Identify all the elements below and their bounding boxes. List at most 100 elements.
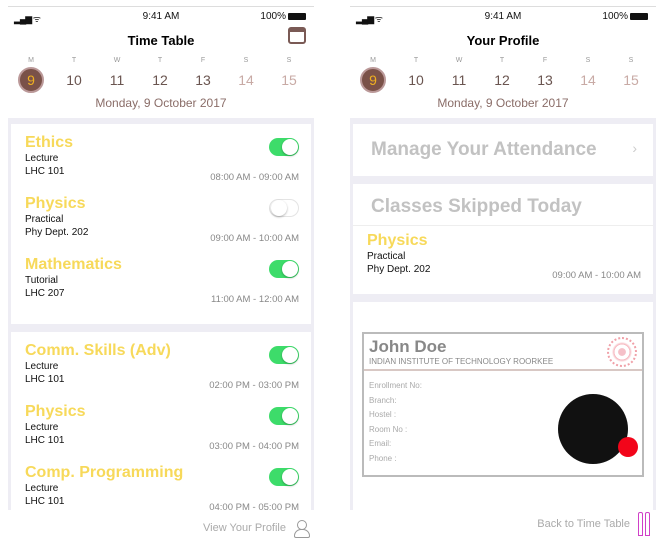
status-bar: ▂▄▆ ᯤ 9:41 AM 100%	[350, 11, 656, 25]
class-item: Mathematics Tutorial LHC 207 11:00 AM - …	[25, 256, 299, 314]
chevron-right-icon: ›	[632, 140, 637, 156]
id-card-container: John Doe INDIAN INSTITUTE OF TECHNOLOGY …	[353, 302, 653, 512]
weekday-letter: T	[413, 57, 419, 64]
week-strip: M 9 T 10 W 11 T 12 F 13 S 14 S 15	[8, 57, 314, 97]
id-field-label: Hostel :	[369, 410, 397, 420]
class-time: 04:00 PM - 05:00 PM	[209, 502, 299, 513]
battery: 100%	[260, 11, 306, 22]
battery-icon	[630, 12, 648, 20]
status-dot-icon	[618, 437, 638, 457]
weekday-letter: F	[542, 57, 548, 64]
day-11[interactable]: W 11	[444, 57, 474, 93]
day-number: 12	[152, 72, 168, 88]
attendance-toggle[interactable]	[269, 346, 299, 364]
user-icon	[294, 520, 310, 538]
weekday-letter: F	[200, 57, 206, 64]
battery-text: 100%	[260, 11, 286, 22]
day-10[interactable]: T 10	[401, 57, 431, 93]
day-number: 12	[494, 72, 510, 88]
pencils-icon	[638, 512, 650, 536]
class-time: 11:00 AM - 12:00 AM	[210, 294, 299, 305]
profile-photo[interactable]	[558, 394, 628, 464]
class-room: Phy Dept. 202	[367, 264, 431, 275]
class-time: 09:00 AM - 10:00 AM	[210, 233, 299, 244]
class-time: 03:00 PM - 04:00 PM	[209, 441, 299, 452]
institute-name: INDIAN INSTITUTE OF TECHNOLOGY ROORKEE	[369, 357, 554, 366]
status-bar: ▂▄▆ ᯤ 9:41 AM 100%	[8, 11, 314, 25]
day-number: 15	[281, 72, 297, 88]
class-room: Phy Dept. 202	[25, 227, 89, 238]
weekday-letter: T	[499, 57, 505, 64]
manage-attendance-label: Manage Your Attendance	[371, 139, 597, 160]
battery-icon	[288, 12, 306, 20]
view-profile-button[interactable]: View Your Profile	[203, 520, 310, 538]
profile-screen: ▂▄▆ ᯤ 9:41 AM 100% Your Profile M 9 T 10 W 11…	[350, 6, 656, 546]
class-item: Comm. Skills (Adv) Lecture LHC 101 02:00…	[25, 342, 299, 400]
day-13[interactable]: F 13	[530, 57, 560, 93]
attendance-toggle[interactable]	[269, 407, 299, 425]
weekday-letter: T	[71, 57, 77, 64]
status-time: 9:41 AM	[142, 11, 180, 22]
day-15[interactable]: S 15	[616, 57, 646, 93]
calendar-icon[interactable]	[288, 27, 306, 44]
institute-seal-logo	[607, 337, 637, 367]
weekday-letter: S	[243, 57, 249, 64]
class-type: Tutorial	[25, 275, 58, 286]
day-11[interactable]: W 11	[102, 57, 132, 93]
student-name: John Doe	[369, 337, 447, 356]
weekday-letter: W	[113, 57, 121, 64]
day-12[interactable]: T 12	[145, 57, 175, 93]
class-type: Practical	[367, 251, 406, 262]
manage-attendance-button[interactable]: Manage Your Attendance ›	[353, 124, 653, 176]
timetable-list: Ethics Lecture LHC 101 08:00 AM - 09:00 …	[8, 118, 314, 522]
attendance-toggle[interactable]	[269, 199, 299, 217]
page-title: Your Profile	[466, 33, 540, 48]
class-item: Physics Lecture LHC 101 03:00 PM - 04:00…	[25, 403, 299, 461]
day-number: 11	[109, 72, 125, 88]
id-header: John Doe INDIAN INSTITUTE OF TECHNOLOGY …	[364, 334, 642, 371]
class-room: LHC 207	[25, 288, 65, 299]
id-field-label: Room No :	[369, 424, 408, 434]
class-time: 08:00 AM - 09:00 AM	[210, 172, 299, 183]
class-name: Ethics	[25, 134, 74, 151]
skipped-class-item[interactable]: Physics Practical Phy Dept. 202 09:00 AM…	[367, 232, 641, 290]
day-number: 14	[580, 72, 596, 88]
day-number: 9	[360, 67, 386, 93]
id-field-label: Phone :	[369, 453, 397, 463]
class-room: LHC 101	[25, 496, 65, 507]
profile-content: Manage Your Attendance › Classes Skipped…	[350, 118, 656, 512]
weekday-letter: M	[370, 57, 376, 64]
class-room: LHC 101	[25, 374, 65, 385]
class-type: Lecture	[25, 422, 59, 433]
day-12[interactable]: T 12	[487, 57, 517, 93]
class-item: Comp. Programming Lecture LHC 101 04:00 …	[25, 464, 299, 522]
student-id-card: John Doe INDIAN INSTITUTE OF TECHNOLOGY …	[362, 332, 644, 477]
day-14[interactable]: S 14	[573, 57, 603, 93]
day-13[interactable]: F 13	[188, 57, 218, 93]
weekday-letter: T	[157, 57, 163, 64]
class-type: Lecture	[25, 361, 59, 372]
class-room: LHC 101	[25, 435, 65, 446]
day-number: 11	[451, 72, 467, 88]
weekday-letter: S	[286, 57, 292, 64]
id-field-label: Branch:	[369, 395, 397, 405]
back-to-timetable-button[interactable]: Back to Time Table	[537, 512, 650, 536]
id-field-label: Email:	[369, 439, 392, 449]
view-profile-label: View Your Profile	[203, 522, 286, 534]
attendance-toggle[interactable]	[269, 138, 299, 156]
day-10[interactable]: T 10	[59, 57, 89, 93]
class-time: 02:00 PM - 03:00 PM	[209, 380, 299, 391]
attendance-toggle[interactable]	[269, 260, 299, 278]
class-type: Practical	[25, 214, 64, 225]
attendance-toggle[interactable]	[269, 468, 299, 486]
week-strip: M 9 T 10 W 11 T 12 F 13 S 14 S 15	[350, 57, 656, 97]
back-label: Back to Time Table	[537, 518, 630, 530]
day-14[interactable]: S 14	[231, 57, 261, 93]
day-number: 13	[537, 72, 553, 88]
battery-text: 100%	[602, 11, 628, 22]
day-15[interactable]: S 15	[274, 57, 304, 93]
battery: 100%	[602, 11, 648, 22]
class-item: Ethics Lecture LHC 101 08:00 AM - 09:00 …	[25, 134, 299, 192]
